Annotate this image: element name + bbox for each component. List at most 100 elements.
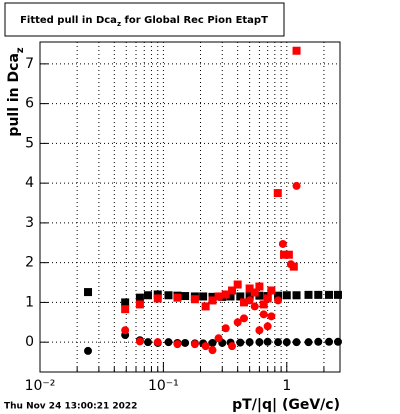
- circle-marker: [263, 322, 272, 331]
- text-segment: pull in Dca: [6, 53, 22, 136]
- circle-marker: [325, 337, 334, 346]
- title-box: [4, 2, 285, 37]
- circle-marker: [255, 338, 264, 347]
- text-segment: z: [117, 20, 121, 28]
- y-tick-label: 1: [25, 294, 34, 310]
- square-marker: [255, 282, 264, 291]
- square-marker: [214, 292, 223, 301]
- square-marker: [250, 288, 259, 297]
- square-marker: [245, 292, 254, 301]
- square-marker: [304, 290, 313, 299]
- circle-marker: [239, 314, 248, 323]
- square-marker: [325, 290, 334, 299]
- chart-title: Fitted pull in Dcaz for Global Rec Pion …: [20, 15, 268, 28]
- circle-marker: [274, 338, 283, 347]
- x-tick-label: 1: [282, 378, 291, 394]
- square-marker: [255, 291, 264, 300]
- circle-marker: [292, 338, 301, 347]
- square-marker: [190, 295, 199, 304]
- circle-marker: [143, 338, 152, 347]
- x-tick-label: 10⁻¹: [148, 378, 179, 394]
- circle-marker: [333, 337, 342, 346]
- plot-frame: [39, 41, 341, 373]
- square-marker: [199, 292, 208, 301]
- square-marker: [121, 305, 130, 314]
- circle-marker: [228, 342, 237, 351]
- square-marker: [267, 286, 276, 295]
- y-tick-label: 6: [25, 96, 34, 112]
- square-marker: [274, 291, 283, 300]
- square-marker: [135, 293, 144, 302]
- circle-marker: [135, 337, 144, 346]
- circle-marker: [208, 346, 217, 355]
- text-segment: z: [15, 47, 26, 53]
- circle-marker: [221, 324, 230, 333]
- square-marker: [153, 294, 162, 303]
- circle-marker: [164, 338, 173, 347]
- circle-marker: [278, 239, 287, 248]
- square-marker: [282, 291, 291, 300]
- circle-marker: [233, 318, 242, 327]
- text-segment: for Global Rec Pion EtapT: [121, 15, 268, 26]
- square-marker: [292, 46, 301, 55]
- square-marker: [226, 292, 235, 301]
- square-marker: [333, 290, 342, 299]
- circle-marker: [282, 338, 291, 347]
- circle-marker: [190, 340, 199, 349]
- square-marker: [284, 250, 293, 259]
- circle-marker: [274, 296, 283, 305]
- square-marker: [164, 291, 173, 300]
- circle-marker: [245, 296, 254, 305]
- square-marker: [208, 296, 217, 305]
- circle-marker: [84, 346, 93, 355]
- y-tick-label: 7: [25, 56, 34, 72]
- y-tick-label: 0: [25, 334, 34, 350]
- square-marker: [201, 302, 210, 311]
- square-marker: [84, 288, 93, 297]
- square-marker: [135, 300, 144, 309]
- circle-marker: [286, 260, 295, 269]
- square-marker: [173, 293, 182, 302]
- circle-marker: [121, 326, 130, 335]
- text-segment: Fitted pull in Dca: [20, 15, 117, 26]
- circle-marker: [214, 334, 223, 343]
- circle-marker: [208, 338, 217, 347]
- square-marker: [221, 290, 230, 299]
- square-marker: [263, 294, 272, 303]
- circle-marker: [292, 181, 301, 190]
- square-marker: [280, 250, 289, 259]
- square-marker: [121, 298, 130, 307]
- y-tick-label: 3: [25, 215, 34, 231]
- square-marker: [245, 284, 254, 293]
- square-marker: [181, 292, 190, 301]
- square-marker: [236, 292, 245, 301]
- circle-marker: [236, 338, 245, 347]
- circle-marker: [263, 337, 272, 346]
- square-marker: [143, 291, 152, 300]
- circle-marker: [267, 312, 276, 321]
- x-tick-label: 10⁻²: [25, 378, 56, 394]
- y-tick-label: 2: [25, 255, 34, 271]
- square-marker: [314, 290, 323, 299]
- circle-marker: [314, 337, 323, 346]
- circle-marker: [304, 338, 313, 347]
- circle-marker: [245, 338, 254, 347]
- circle-marker: [153, 338, 162, 347]
- square-marker: [273, 189, 282, 198]
- y-axis-label: pull in Dcaz: [6, 47, 26, 136]
- circle-marker: [173, 340, 182, 349]
- square-marker: [292, 291, 301, 300]
- circle-marker: [259, 310, 268, 319]
- y-tick-label: 4: [25, 175, 34, 191]
- square-marker: [259, 300, 268, 309]
- circle-marker: [250, 302, 259, 311]
- square-marker: [233, 280, 242, 289]
- circle-marker: [255, 326, 264, 335]
- circle-marker: [181, 338, 190, 347]
- timestamp: Thu Nov 24 13:00:21 2022: [4, 402, 137, 412]
- x-axis-label: pT/|q| (GeV/c): [232, 397, 340, 413]
- square-marker: [239, 298, 248, 307]
- square-marker: [228, 286, 237, 295]
- circle-marker: [201, 342, 210, 351]
